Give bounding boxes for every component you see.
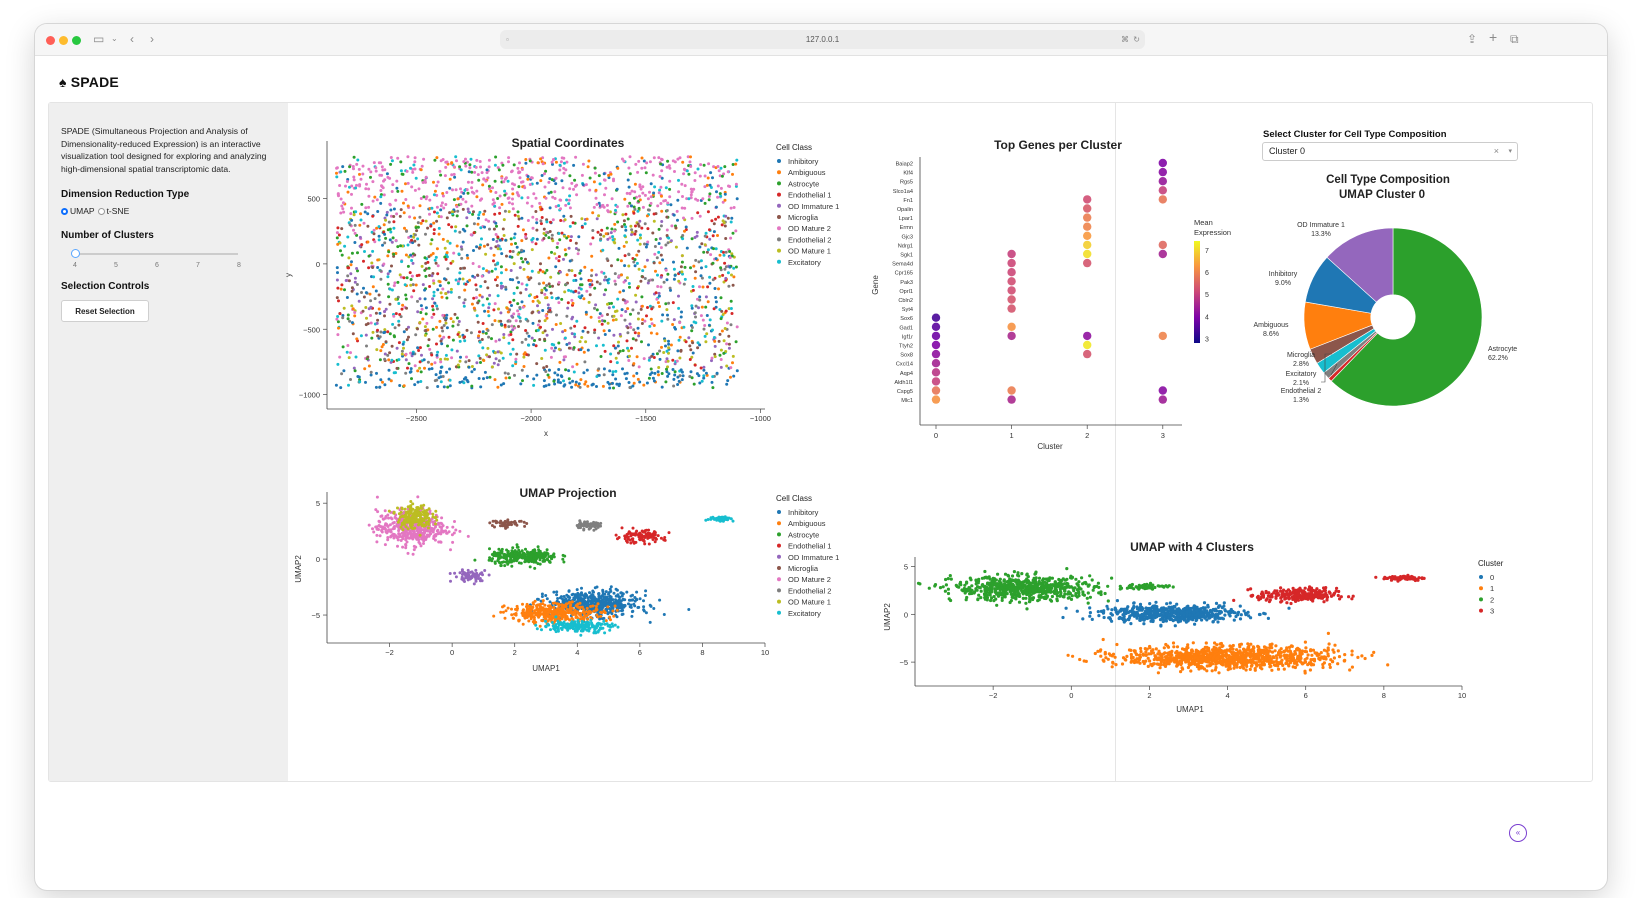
slider-tick-label: 5 [114, 262, 118, 269]
address-bar[interactable]: ▫ 127.0.0.1 ⌘ ↻ [500, 30, 1145, 49]
browser-window: ▭ ⌄ ‹ › ▫ 127.0.0.1 ⌘ ↻ ⇪ + ⧉ ♠ SPADE SP… [35, 24, 1607, 890]
forward-icon[interactable]: › [150, 32, 154, 46]
radio-tsne[interactable] [97, 207, 105, 215]
slider-tick-label: 7 [196, 262, 200, 269]
dim-reduction-radio-group: UMAP t-SNE [61, 206, 276, 216]
radio-umap-label[interactable]: UMAP [70, 206, 95, 216]
translate-icon[interactable]: ⌘ [1121, 35, 1129, 44]
chevron-down-icon[interactable]: ▾ [1508, 148, 1512, 155]
chevron-down-icon[interactable]: ⌄ [111, 34, 118, 43]
reload-icon[interactable]: ↻ [1133, 35, 1140, 44]
sidebar: SPADE (Simultaneous Projection and Analy… [49, 103, 288, 781]
url-text: 127.0.0.1 [805, 35, 840, 44]
radio-tsne-label[interactable]: t-SNE [106, 206, 130, 216]
clusters-title: Number of Clusters [61, 230, 154, 241]
share-icon[interactable]: ⇪ [1467, 32, 1478, 46]
dim-reduction-title: Dimension Reduction Type [61, 189, 190, 200]
selection-controls-title: Selection Controls [61, 281, 150, 292]
maximize-window-button[interactable] [72, 36, 81, 45]
radio-umap[interactable] [61, 207, 68, 215]
spade-logo-icon: ♠ [59, 74, 67, 90]
sidebar-toggle-icon[interactable]: ▭ [93, 32, 105, 46]
app-content: SPADE (Simultaneous Projection and Analy… [48, 102, 1593, 782]
cluster-select[interactable]: Cluster 0 × ▾ [1262, 142, 1518, 161]
tabs-overview-icon[interactable]: ⧉ [1510, 32, 1519, 46]
reset-selection-button[interactable]: Reset Selection [61, 300, 149, 322]
app-description: SPADE (Simultaneous Projection and Analy… [61, 126, 267, 174]
cluster-select-label: Select Cluster for Cell Type Composition [1263, 129, 1447, 140]
cluster-select-value: Cluster 0 [1269, 146, 1306, 156]
close-window-button[interactable] [46, 36, 55, 45]
clusters-slider[interactable]: 4 5 6 7 8 [61, 247, 276, 273]
slider-tick-label: 6 [155, 262, 159, 269]
page-icon: ▫ [506, 35, 509, 44]
browser-titlebar: ▭ ⌄ ‹ › ▫ 127.0.0.1 ⌘ ↻ ⇪ + ⧉ [35, 24, 1607, 56]
back-icon[interactable]: ‹ [130, 32, 134, 46]
app-title: ♠ SPADE [59, 74, 119, 90]
new-tab-icon[interactable]: + [1489, 29, 1498, 45]
minimize-window-button[interactable] [59, 36, 68, 45]
app-title-text: SPADE [70, 74, 119, 90]
main-panel [288, 103, 1593, 781]
slider-track[interactable] [75, 253, 238, 255]
slider-tick-label: 4 [73, 262, 77, 269]
slider-tick-label: 8 [237, 262, 241, 269]
slider-handle[interactable] [71, 249, 80, 258]
clear-icon[interactable]: × [1493, 146, 1499, 156]
column-divider [1115, 103, 1116, 781]
